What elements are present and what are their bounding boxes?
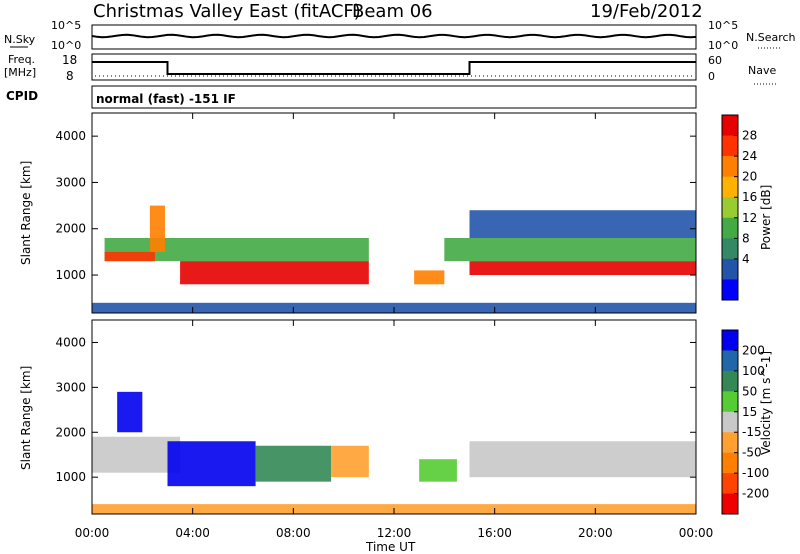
nsky-tick-bottom: 10^0 — [51, 39, 81, 52]
colorbar-tick-1-0: 200 — [742, 343, 765, 357]
ytick-label-0-0: 1000 — [55, 268, 86, 282]
scatter-region-0-3 — [149, 205, 165, 252]
scatter-region-0-1 — [104, 251, 155, 262]
xtick-label-2: 08:00 — [276, 526, 311, 540]
scatter-region-0-5 — [469, 261, 696, 276]
xtick-label-1: 04:00 — [175, 526, 210, 540]
xtick-label-3: 12:00 — [377, 526, 412, 540]
colorbar-tick-0-6: 4 — [742, 252, 750, 266]
scatter-region-0-7 — [414, 270, 445, 285]
scatter-region-1-1 — [167, 441, 256, 487]
colorbar-tick-0-0: 28 — [742, 129, 757, 143]
scatter-region-0-0 — [104, 238, 369, 262]
scatter-region-1-0 — [92, 436, 181, 473]
velocity-colorbar: 200 100 50 15 -15 -50 -100 -200 Velocity [m s^-… — [721, 329, 773, 515]
nsky-tick-top: 10^5 — [51, 19, 81, 32]
ytick-label-0-1: 2000 — [55, 222, 86, 236]
plot-title: Christmas Valley East (fitACF) — [93, 1, 361, 22]
scatter-region-0-2 — [180, 261, 369, 285]
xtick-label-6: 00:00 — [679, 526, 714, 540]
velocity-colorbar-label: Velocity [m s^-1] — [759, 351, 773, 455]
scatter-region-1-4 — [469, 441, 696, 478]
beam-label: Beam 06 — [352, 1, 433, 22]
xtick-label-4: 16:00 — [477, 526, 512, 540]
colorbar-tick-1-4: -15 — [742, 425, 762, 439]
colorbar-swatch-1-2 — [722, 370, 738, 392]
nsearch-tick-top: 10^5 — [708, 19, 738, 32]
colorbar-swatch-1-6 — [722, 452, 738, 474]
scatter-region-1-5 — [419, 459, 457, 482]
nave-label: Nave — [748, 64, 776, 77]
colorbar-swatch-0-5 — [722, 217, 738, 239]
colorbar-swatch-0-0 — [722, 115, 738, 137]
scatter-region-1-7 — [117, 391, 143, 433]
ytick-label-0-2: 3000 — [55, 175, 86, 189]
colorbar-tick-0-2: 20 — [742, 170, 757, 184]
ytick-label-1-3: 4000 — [55, 335, 86, 349]
freq-trace — [92, 61, 696, 75]
colorbar-tick-1-3: 15 — [742, 405, 757, 419]
colorbar-swatch-1-4 — [722, 411, 738, 433]
colorbar-swatch-1-1 — [722, 350, 738, 372]
time-axis: 00:00 04:00 08:00 12:00 16:00 20:00 00:00 — [75, 113, 714, 540]
time-axis-label: Time UT — [365, 540, 416, 554]
colorbar-swatch-0-1 — [722, 135, 738, 157]
xtick-label-0: 00:00 — [75, 526, 110, 540]
freq-label-2: [MHz] — [4, 66, 36, 79]
colorbar-swatch-1-8 — [722, 493, 738, 515]
colorbar-swatch-0-7 — [722, 258, 738, 280]
cpid-text: normal (fast) -151 IF — [96, 92, 236, 106]
velocity-ylabel: Slant Range [km] — [19, 366, 33, 470]
power-ylabel: Slant Range [km] — [19, 161, 33, 265]
scatter-region-1-3 — [331, 445, 369, 478]
freq-panel: Freq. [MHz] 18 8 60 0 Nave — [4, 53, 776, 85]
colorbar-tick-1-6: -100 — [742, 466, 769, 480]
scatter-region-1-2 — [255, 445, 332, 482]
nave-tick-top: 60 — [708, 54, 722, 67]
ytick-label-1-2: 3000 — [55, 380, 86, 394]
power-colorbar: 28 24 20 16 12 8 4 Power [dB] — [721, 114, 773, 301]
nave-tick-bottom: 0 — [708, 70, 715, 83]
freq-label-1: Freq. — [8, 53, 35, 66]
colorbar-tick-0-1: 24 — [742, 149, 757, 163]
ytick-label-0-3: 4000 — [55, 129, 86, 143]
colorbar-swatch-1-7 — [722, 473, 738, 495]
nsky-label: N.Sky — [4, 33, 36, 46]
nsearch-label: N.Search — [746, 31, 796, 44]
power-scatter — [92, 205, 696, 313]
colorbar-tick-1-7: -200 — [742, 487, 769, 501]
scatter-region-0-4 — [444, 238, 696, 262]
date-label: 19/Feb/2012 — [590, 1, 703, 22]
colorbar-tick-1-1: 100 — [742, 364, 765, 378]
colorbar-swatch-0-2 — [722, 156, 738, 178]
ytick-label-1-1: 2000 — [55, 425, 86, 439]
freq-tick-bottom: 8 — [66, 69, 74, 83]
colorbar-tick-0-3: 16 — [742, 190, 757, 204]
colorbar-tick-0-4: 12 — [742, 211, 757, 225]
scatter-region-0-6 — [469, 210, 696, 238]
nsky-trace — [91, 33, 697, 39]
freq-tick-top: 18 — [62, 53, 77, 67]
colorbar-swatch-1-0 — [722, 330, 738, 351]
cpid-label: CPID — [6, 89, 38, 103]
colorbar-tick-1-2: 50 — [742, 384, 757, 398]
colorbar-swatch-0-6 — [722, 238, 738, 260]
nsearch-tick-bottom: 10^0 — [708, 39, 738, 52]
ytick-label-1-0: 1000 — [55, 470, 86, 484]
xtick-label-5: 20:00 — [578, 526, 613, 540]
colorbar-tick-1-5: -50 — [742, 446, 762, 460]
power-colorbar-label: Power [dB] — [759, 185, 773, 250]
colorbar-swatch-1-3 — [722, 391, 738, 413]
velocity-panel: 1000 2000 3000 4000 Slant Range [km] — [19, 319, 697, 515]
velocity-scatter — [92, 391, 696, 514]
colorbar-tick-0-5: 8 — [742, 231, 750, 245]
colorbar-swatch-0-4 — [722, 197, 738, 219]
nsky-panel: N.Sky 10^5 10^0 10^5 10^0 N.Search — [4, 19, 796, 52]
cpid-panel — [91, 85, 697, 109]
power-panel: 1000 2000 3000 4000 Slant Range [km] — [19, 112, 697, 314]
colorbar-swatch-0-3 — [722, 176, 738, 198]
colorbar-swatch-1-5 — [722, 432, 738, 454]
colorbar-swatch-0-8 — [722, 279, 738, 301]
